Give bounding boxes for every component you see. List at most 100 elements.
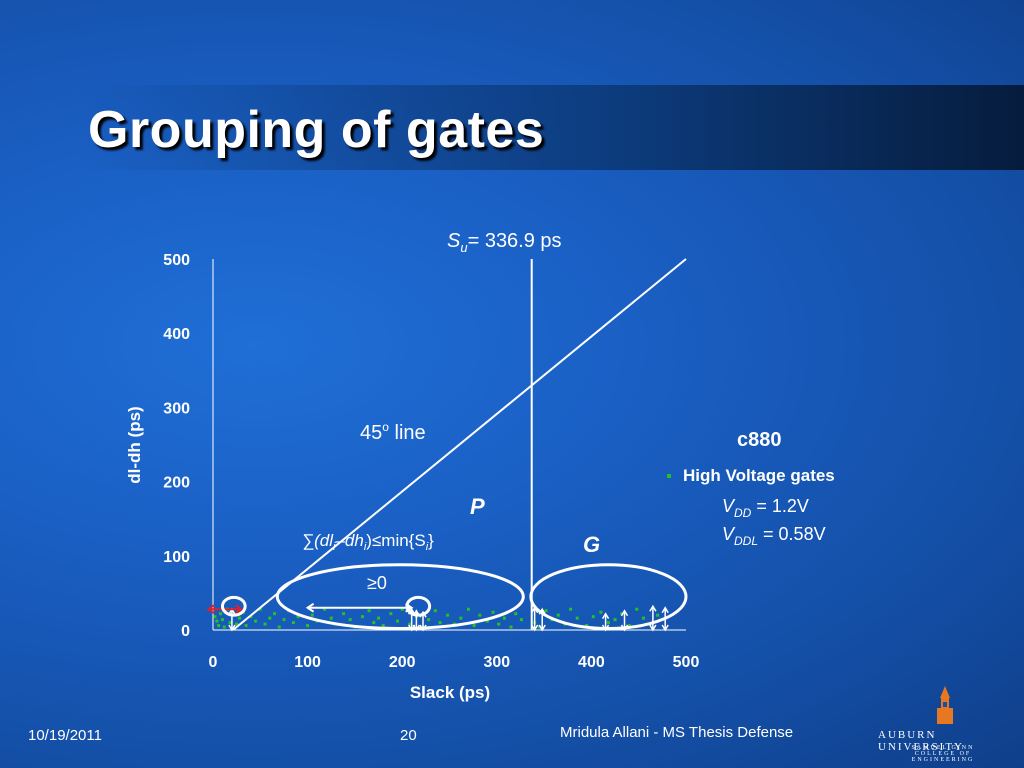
data-point bbox=[389, 612, 393, 616]
data-point bbox=[348, 618, 352, 622]
data-point bbox=[360, 615, 364, 619]
x-tick-label: 0 bbox=[209, 654, 218, 671]
data-point bbox=[296, 615, 300, 619]
data-point bbox=[627, 624, 631, 628]
data-point bbox=[599, 610, 603, 614]
y-axis-label: dl-dh (ps) bbox=[125, 406, 144, 483]
data-point bbox=[237, 616, 241, 620]
data-point bbox=[472, 624, 476, 628]
data-point bbox=[514, 612, 518, 616]
line-45-degree bbox=[232, 258, 687, 631]
y-tick-label: 100 bbox=[163, 549, 190, 566]
line45-label: 45o line bbox=[360, 420, 426, 444]
data-point bbox=[620, 612, 624, 616]
data-point bbox=[459, 616, 463, 620]
data-point bbox=[310, 613, 314, 617]
logo-subtitle: SAMUEL GINN COLLEGE OF ENGINEERING bbox=[911, 745, 975, 763]
chart-marks bbox=[213, 607, 660, 629]
data-point bbox=[228, 621, 232, 625]
delay-arrow-head bbox=[601, 612, 610, 632]
x-tick-label: 300 bbox=[483, 654, 510, 671]
data-point bbox=[263, 622, 267, 626]
footer-date: 10/19/2011 bbox=[28, 727, 102, 744]
data-point bbox=[367, 609, 371, 613]
y-tick-label: 200 bbox=[163, 475, 190, 492]
legend-entry: High Voltage gates bbox=[683, 466, 835, 485]
slide-title: Grouping of gates bbox=[88, 101, 545, 159]
data-point bbox=[222, 625, 226, 629]
title-band bbox=[80, 85, 1024, 170]
group-ellipse bbox=[220, 595, 247, 617]
g-label: G bbox=[583, 532, 600, 557]
legend-marker bbox=[667, 474, 671, 478]
y-tick-label: 500 bbox=[163, 252, 190, 269]
group-ellipse bbox=[275, 563, 525, 631]
y-tick-label: 300 bbox=[163, 400, 190, 417]
data-point bbox=[641, 616, 645, 620]
group-ellipse bbox=[405, 595, 432, 617]
data-point bbox=[569, 607, 573, 611]
x-tick-label: 400 bbox=[578, 654, 605, 671]
data-point bbox=[306, 624, 310, 628]
data-point bbox=[258, 607, 262, 611]
data-point bbox=[585, 624, 589, 628]
data-point bbox=[215, 619, 219, 623]
data-point bbox=[606, 621, 610, 625]
x-tick-label: 500 bbox=[673, 654, 700, 671]
data-point bbox=[656, 613, 660, 617]
p-label: P bbox=[470, 494, 485, 519]
delay-arrow-head bbox=[661, 606, 669, 632]
legend-title: c880 bbox=[737, 429, 782, 451]
x-axis-label: Slack (ps) bbox=[410, 683, 490, 702]
vddl-label: VDDL = 0.58V bbox=[722, 524, 826, 548]
data-point bbox=[277, 625, 281, 629]
data-point bbox=[372, 621, 376, 625]
data-point bbox=[438, 621, 442, 625]
data-point bbox=[342, 612, 346, 616]
group-ellipse bbox=[529, 563, 688, 631]
geq-zero: ≥0 bbox=[367, 573, 387, 593]
data-point bbox=[509, 625, 513, 629]
data-point bbox=[466, 607, 470, 611]
chart-axes: 0 100 200 300 400 500 0 100 200 300 400 500 bbox=[163, 252, 699, 671]
data-point bbox=[254, 619, 258, 623]
data-point bbox=[544, 609, 548, 613]
footer-author: Mridula Allani - MS Thesis Defense bbox=[560, 724, 794, 741]
data-point bbox=[485, 619, 489, 623]
data-point bbox=[446, 613, 450, 617]
auburn-tower-logo bbox=[937, 686, 953, 724]
data-point bbox=[519, 618, 523, 622]
data-point bbox=[537, 625, 541, 629]
data-point bbox=[408, 622, 412, 626]
data-point bbox=[400, 607, 404, 611]
sum-constraint: ∑(dli–dhi)≤min{Si} bbox=[302, 531, 434, 553]
data-point bbox=[502, 616, 506, 620]
data-point bbox=[381, 624, 385, 628]
data-point bbox=[282, 618, 286, 622]
y-tick-label: 400 bbox=[163, 326, 190, 343]
data-point bbox=[613, 618, 617, 622]
data-point bbox=[268, 616, 272, 620]
data-point bbox=[427, 618, 431, 622]
data-point bbox=[556, 613, 560, 617]
y-tick-label: 0 bbox=[181, 623, 190, 640]
chart-overlays bbox=[206, 258, 688, 632]
data-point bbox=[220, 618, 224, 622]
data-point bbox=[244, 624, 248, 628]
data-point bbox=[291, 621, 295, 625]
delay-arrow-head bbox=[649, 604, 657, 632]
data-point bbox=[235, 622, 239, 626]
vdd-label: VDD = 1.2V bbox=[722, 496, 809, 520]
data-point bbox=[323, 607, 327, 611]
data-point bbox=[272, 612, 276, 616]
data-point bbox=[217, 624, 221, 628]
su-label: Su= 336.9 ps bbox=[447, 230, 562, 255]
data-point bbox=[395, 619, 399, 623]
data-point bbox=[329, 616, 333, 620]
data-point bbox=[478, 613, 482, 617]
data-point bbox=[635, 607, 639, 611]
data-point bbox=[213, 615, 217, 619]
x-tick-label: 200 bbox=[389, 654, 416, 671]
data-point bbox=[377, 616, 381, 620]
